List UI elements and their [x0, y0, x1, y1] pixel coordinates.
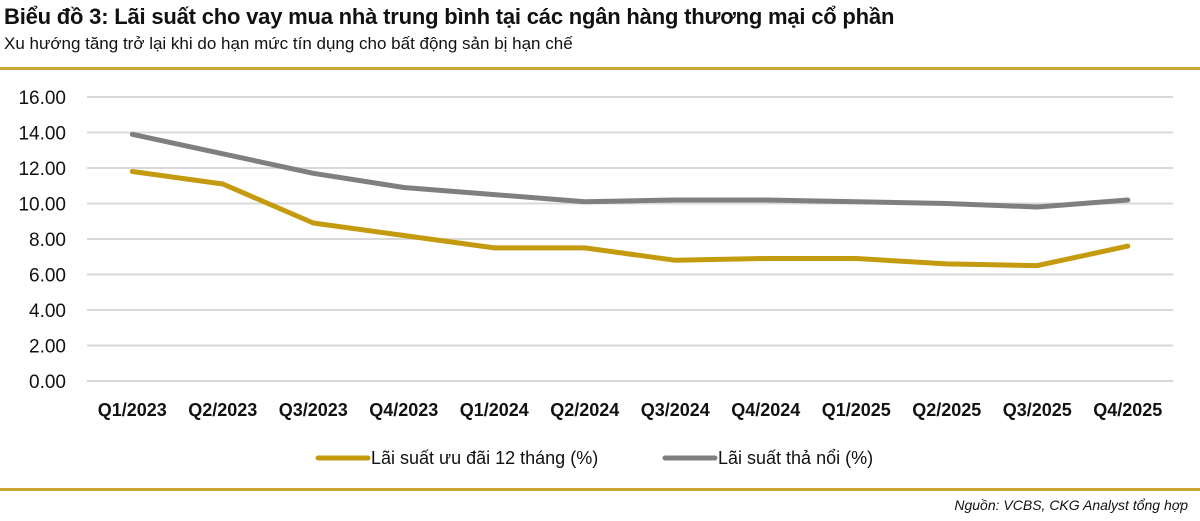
legend: Lãi suất ưu đãi 12 tháng (%) Lãi suất thả… [315, 448, 873, 468]
y-tick-label: 0.00 [29, 372, 66, 393]
y-tick-label: 16.00 [18, 88, 66, 109]
chart-subtitle: Xu hướng tăng trở lại khi do hạn mức tín… [4, 34, 573, 53]
legend-label: Lãi suất ưu đãi 12 tháng (%) [371, 448, 598, 468]
y-tick-label: 6.00 [29, 266, 66, 287]
top-divider [0, 67, 1200, 70]
x-tick-label: Q1/2025 [822, 400, 891, 420]
y-tick-label: 12.00 [18, 159, 66, 180]
x-tick-label: Q1/2023 [98, 400, 167, 420]
y-tick-label: 4.00 [29, 301, 66, 322]
y-tick-label: 14.00 [18, 124, 66, 145]
x-tick-label: Q1/2024 [460, 400, 529, 420]
y-tick-label: 10.00 [18, 195, 66, 216]
series-line [129, 169, 1131, 269]
source-note: Nguồn: VCBS, CKG Analyst tổng hợp [954, 497, 1188, 513]
bottom-divider [0, 488, 1200, 491]
x-tick-label: Q3/2025 [1003, 400, 1072, 420]
x-tick-label: Q3/2023 [279, 400, 348, 420]
y-tick-label: 2.00 [29, 337, 66, 358]
x-tick-label: Q4/2024 [731, 400, 800, 420]
x-axis-ticks: Q1/2023 Q2/2023 Q3/2023 Q4/2023 Q1/2024 Q2/20… [98, 400, 1163, 420]
x-tick-label: Q4/2023 [369, 400, 438, 420]
x-tick-label: Q2/2025 [912, 400, 981, 420]
series-lines [129, 131, 1131, 269]
x-tick-label: Q3/2024 [641, 400, 710, 420]
x-tick-label: Q2/2023 [188, 400, 257, 420]
legend-label: Lãi suất thả nổi (%) [718, 448, 873, 468]
gridlines [87, 96, 1173, 382]
chart-title: Biểu đồ 3: Lãi suất cho vay mua nhà trun… [4, 4, 895, 29]
y-tick-label: 8.00 [29, 230, 66, 251]
x-tick-label: Q4/2025 [1093, 400, 1162, 420]
series-line [129, 131, 1131, 210]
y-axis-ticks: 0.00 2.00 4.00 6.00 8.00 10.00 12.00 14.00 16.00 [18, 88, 66, 393]
x-tick-label: Q2/2024 [550, 400, 619, 420]
